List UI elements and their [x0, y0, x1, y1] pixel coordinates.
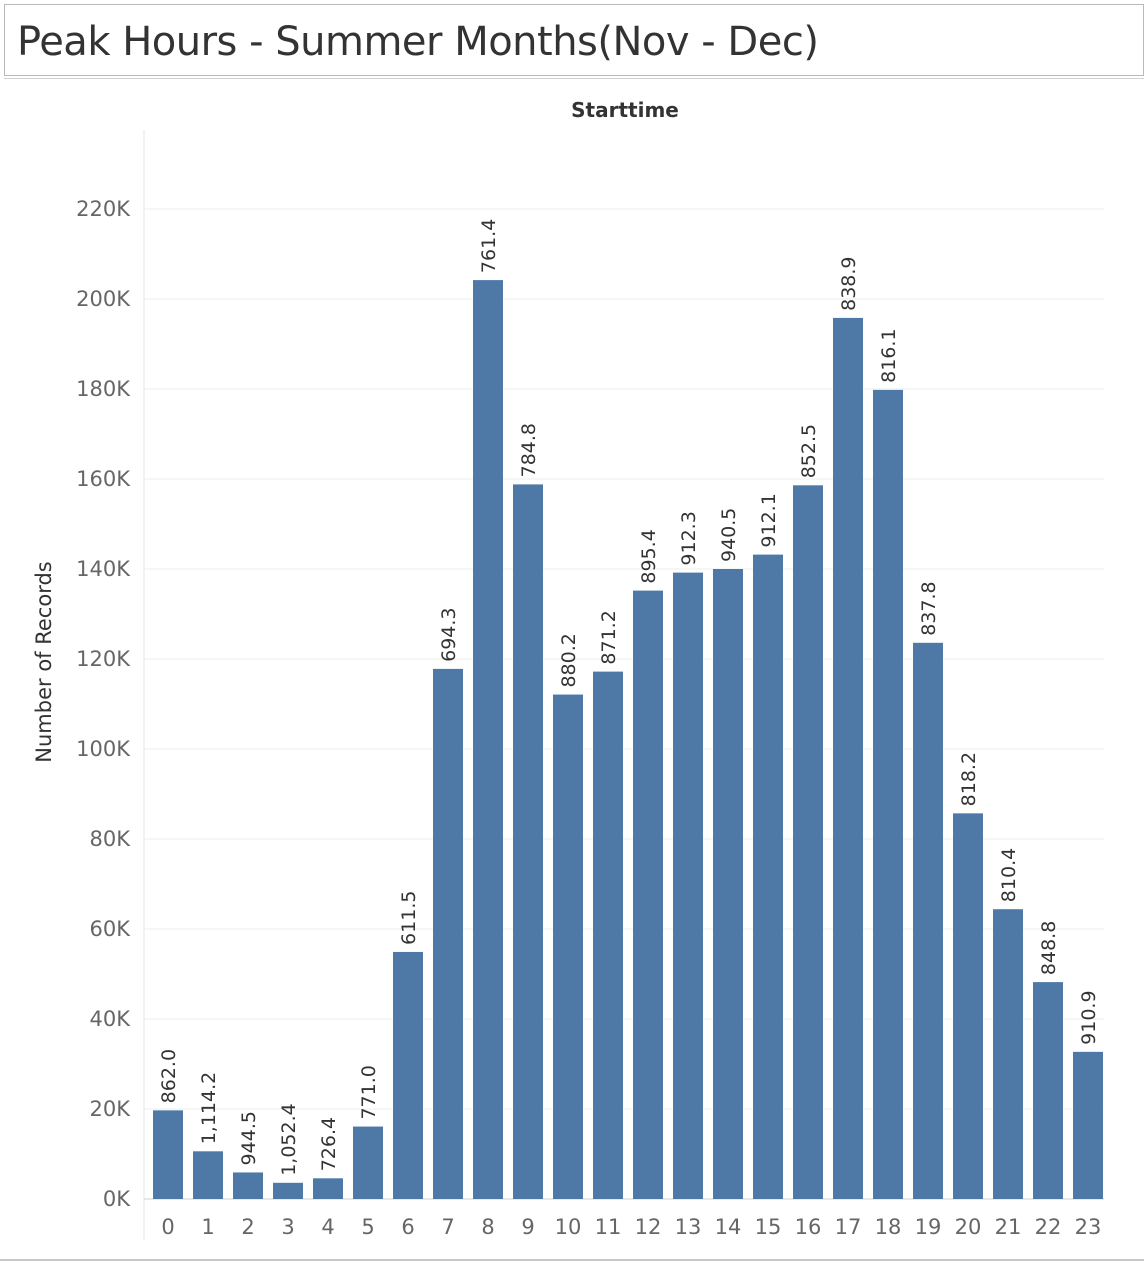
x-tick-label: 23	[1075, 1215, 1102, 1239]
bar	[553, 694, 583, 1199]
y-tick-label: 80K	[90, 827, 132, 851]
bar	[1073, 1051, 1103, 1199]
x-tick-label: 4	[321, 1215, 334, 1239]
x-tick-label: 16	[795, 1215, 822, 1239]
bar	[473, 280, 503, 1200]
data-label: 726.4	[318, 1117, 340, 1171]
page-title: Peak Hours - Summer Months(Nov - Dec)	[17, 19, 819, 65]
data-label: 784.8	[518, 423, 540, 477]
bar	[593, 671, 623, 1199]
x-tick-label: 2	[241, 1215, 254, 1239]
data-label: 838.9	[838, 256, 860, 310]
bar	[873, 389, 903, 1199]
x-tick-label: 0	[161, 1215, 174, 1239]
data-label: 880.2	[558, 633, 580, 687]
bar	[633, 590, 663, 1199]
x-tick-label: 8	[481, 1215, 494, 1239]
y-tick-label: 160K	[76, 467, 131, 491]
title-divider	[4, 78, 1144, 79]
bar	[273, 1182, 303, 1199]
bar	[433, 668, 463, 1199]
x-tick-label: 13	[675, 1215, 702, 1239]
data-label: 895.4	[638, 529, 660, 583]
data-label: 761.4	[478, 219, 500, 273]
data-label: 810.4	[998, 848, 1020, 902]
y-tick-label: 0K	[103, 1187, 131, 1211]
bar	[313, 1178, 343, 1199]
x-tick-label: 5	[361, 1215, 374, 1239]
bar	[673, 572, 703, 1199]
y-tick-label: 100K	[76, 737, 131, 761]
y-tick-label: 20K	[90, 1097, 132, 1121]
data-label: 694.3	[438, 607, 460, 661]
x-tick-label: 12	[635, 1215, 662, 1239]
data-label: 912.3	[678, 511, 700, 565]
data-label: 1,114.2	[198, 1072, 220, 1145]
data-label: 871.2	[598, 610, 620, 664]
data-label: 611.5	[398, 891, 420, 945]
bar	[713, 569, 743, 1199]
y-tick-label: 220K	[76, 197, 131, 221]
bottom-divider	[0, 1259, 1144, 1261]
data-label: 771.0	[358, 1065, 380, 1119]
y-tick-label: 40K	[90, 1007, 132, 1031]
bar	[193, 1151, 223, 1199]
column-header: Starttime	[571, 98, 679, 122]
data-label: 837.8	[918, 581, 940, 635]
y-tick-label: 200K	[76, 287, 131, 311]
x-tick-label: 14	[715, 1215, 742, 1239]
x-tick-label: 3	[281, 1215, 294, 1239]
data-label: 944.5	[238, 1111, 260, 1165]
bar	[513, 484, 543, 1199]
data-label: 852.5	[798, 424, 820, 478]
y-tick-label: 60K	[90, 917, 132, 941]
bar	[153, 1110, 183, 1199]
x-tick-label: 17	[835, 1215, 862, 1239]
data-label: 848.8	[1038, 921, 1060, 975]
y-tick-label: 120K	[76, 647, 131, 671]
data-label: 910.9	[1078, 990, 1100, 1044]
bar	[233, 1172, 263, 1199]
bar	[353, 1126, 383, 1199]
bar	[753, 554, 783, 1199]
x-tick-label: 6	[401, 1215, 414, 1239]
bar	[833, 317, 863, 1199]
title-box: Peak Hours - Summer Months(Nov - Dec)	[4, 4, 1144, 76]
data-label: 912.1	[758, 493, 780, 547]
data-label: 862.0	[158, 1049, 180, 1103]
bar	[953, 813, 983, 1199]
bar	[913, 642, 943, 1199]
x-tick-label: 21	[995, 1215, 1022, 1239]
x-tick-label: 20	[955, 1215, 982, 1239]
x-tick-label: 19	[915, 1215, 942, 1239]
x-tick-label: 10	[555, 1215, 582, 1239]
data-label: 816.1	[878, 328, 900, 382]
x-tick-label: 18	[875, 1215, 902, 1239]
bar	[793, 485, 823, 1199]
x-tick-label: 9	[521, 1215, 534, 1239]
x-tick-label: 22	[1035, 1215, 1062, 1239]
y-tick-label: 140K	[76, 557, 131, 581]
x-tick-label: 7	[441, 1215, 454, 1239]
x-tick-label: 1	[201, 1215, 214, 1239]
y-axis-title: Number of Records	[32, 561, 56, 762]
x-tick-label: 11	[595, 1215, 622, 1239]
bar	[993, 909, 1023, 1199]
data-label: 1,052.4	[278, 1103, 300, 1176]
data-label: 940.5	[718, 508, 740, 562]
y-tick-label: 180K	[76, 377, 131, 401]
data-label: 818.2	[958, 752, 980, 806]
bar	[1033, 982, 1063, 1199]
x-tick-label: 15	[755, 1215, 782, 1239]
bar	[393, 951, 423, 1199]
